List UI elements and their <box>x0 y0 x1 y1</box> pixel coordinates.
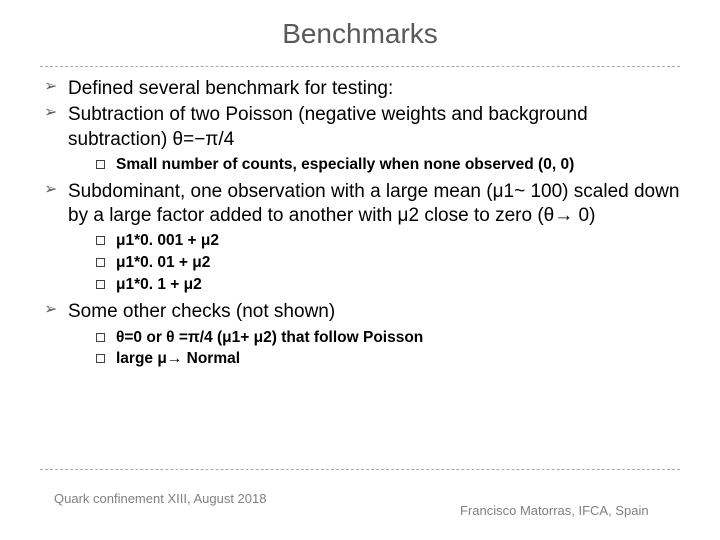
sub-bullet-text: θ=0 or θ =π/4 (μ1+ μ2) that follow Poiss… <box>116 329 423 346</box>
sub-bullet-item: μ1*0. 01 + μ2 <box>96 253 680 274</box>
top-divider <box>40 66 680 67</box>
sub-bullet-text: μ1*0. 1 + μ2 <box>116 276 202 293</box>
sub-bullet-text: μ1*0. 001 + μ2 <box>116 232 219 249</box>
sub-bullet-item: large μ→ Normal <box>96 349 680 370</box>
bullet-list: Defined several benchmark for testing: S… <box>44 77 680 370</box>
bottom-divider <box>40 469 680 470</box>
bullet-text: Subtraction of two Poisson (negative wei… <box>68 104 588 149</box>
sub-bullet-item: Small number of counts, especially when … <box>96 155 680 176</box>
bullet-item: Defined several benchmark for testing: <box>44 77 680 101</box>
sub-bullet-list: Small number of counts, especially when … <box>96 155 680 176</box>
footer-left: Quark confinement XIII, August 2018 <box>54 491 266 506</box>
page-title: Benchmarks <box>40 18 680 50</box>
sub-bullet-text: large μ→ Normal <box>116 350 240 367</box>
sub-bullet-item: μ1*0. 001 + μ2 <box>96 231 680 252</box>
bullet-text: Defined several benchmark for testing: <box>68 78 393 99</box>
bullet-item: Some other checks (not shown) θ=0 or θ =… <box>44 300 680 370</box>
bullet-text: Some other checks (not shown) <box>68 301 335 322</box>
sub-bullet-item: μ1*0. 1 + μ2 <box>96 275 680 296</box>
sub-bullet-text: μ1*0. 01 + μ2 <box>116 254 210 271</box>
sub-bullet-list: θ=0 or θ =π/4 (μ1+ μ2) that follow Poiss… <box>96 328 680 371</box>
sub-bullet-item: θ=0 or θ =π/4 (μ1+ μ2) that follow Poiss… <box>96 328 680 349</box>
bullet-item: Subtraction of two Poisson (negative wei… <box>44 103 680 176</box>
sub-bullet-list: μ1*0. 001 + μ2 μ1*0. 01 + μ2 μ1*0. 1 + μ… <box>96 231 680 296</box>
bullet-item: Subdominant, one observation with a larg… <box>44 180 680 296</box>
sub-bullet-text: Small number of counts, especially when … <box>116 156 574 173</box>
bullet-text: Subdominant, one observation with a larg… <box>68 181 679 226</box>
slide: Benchmarks Defined several benchmark for… <box>0 0 720 540</box>
footer-right: Francisco Matorras, IFCA, Spain <box>460 503 650 518</box>
